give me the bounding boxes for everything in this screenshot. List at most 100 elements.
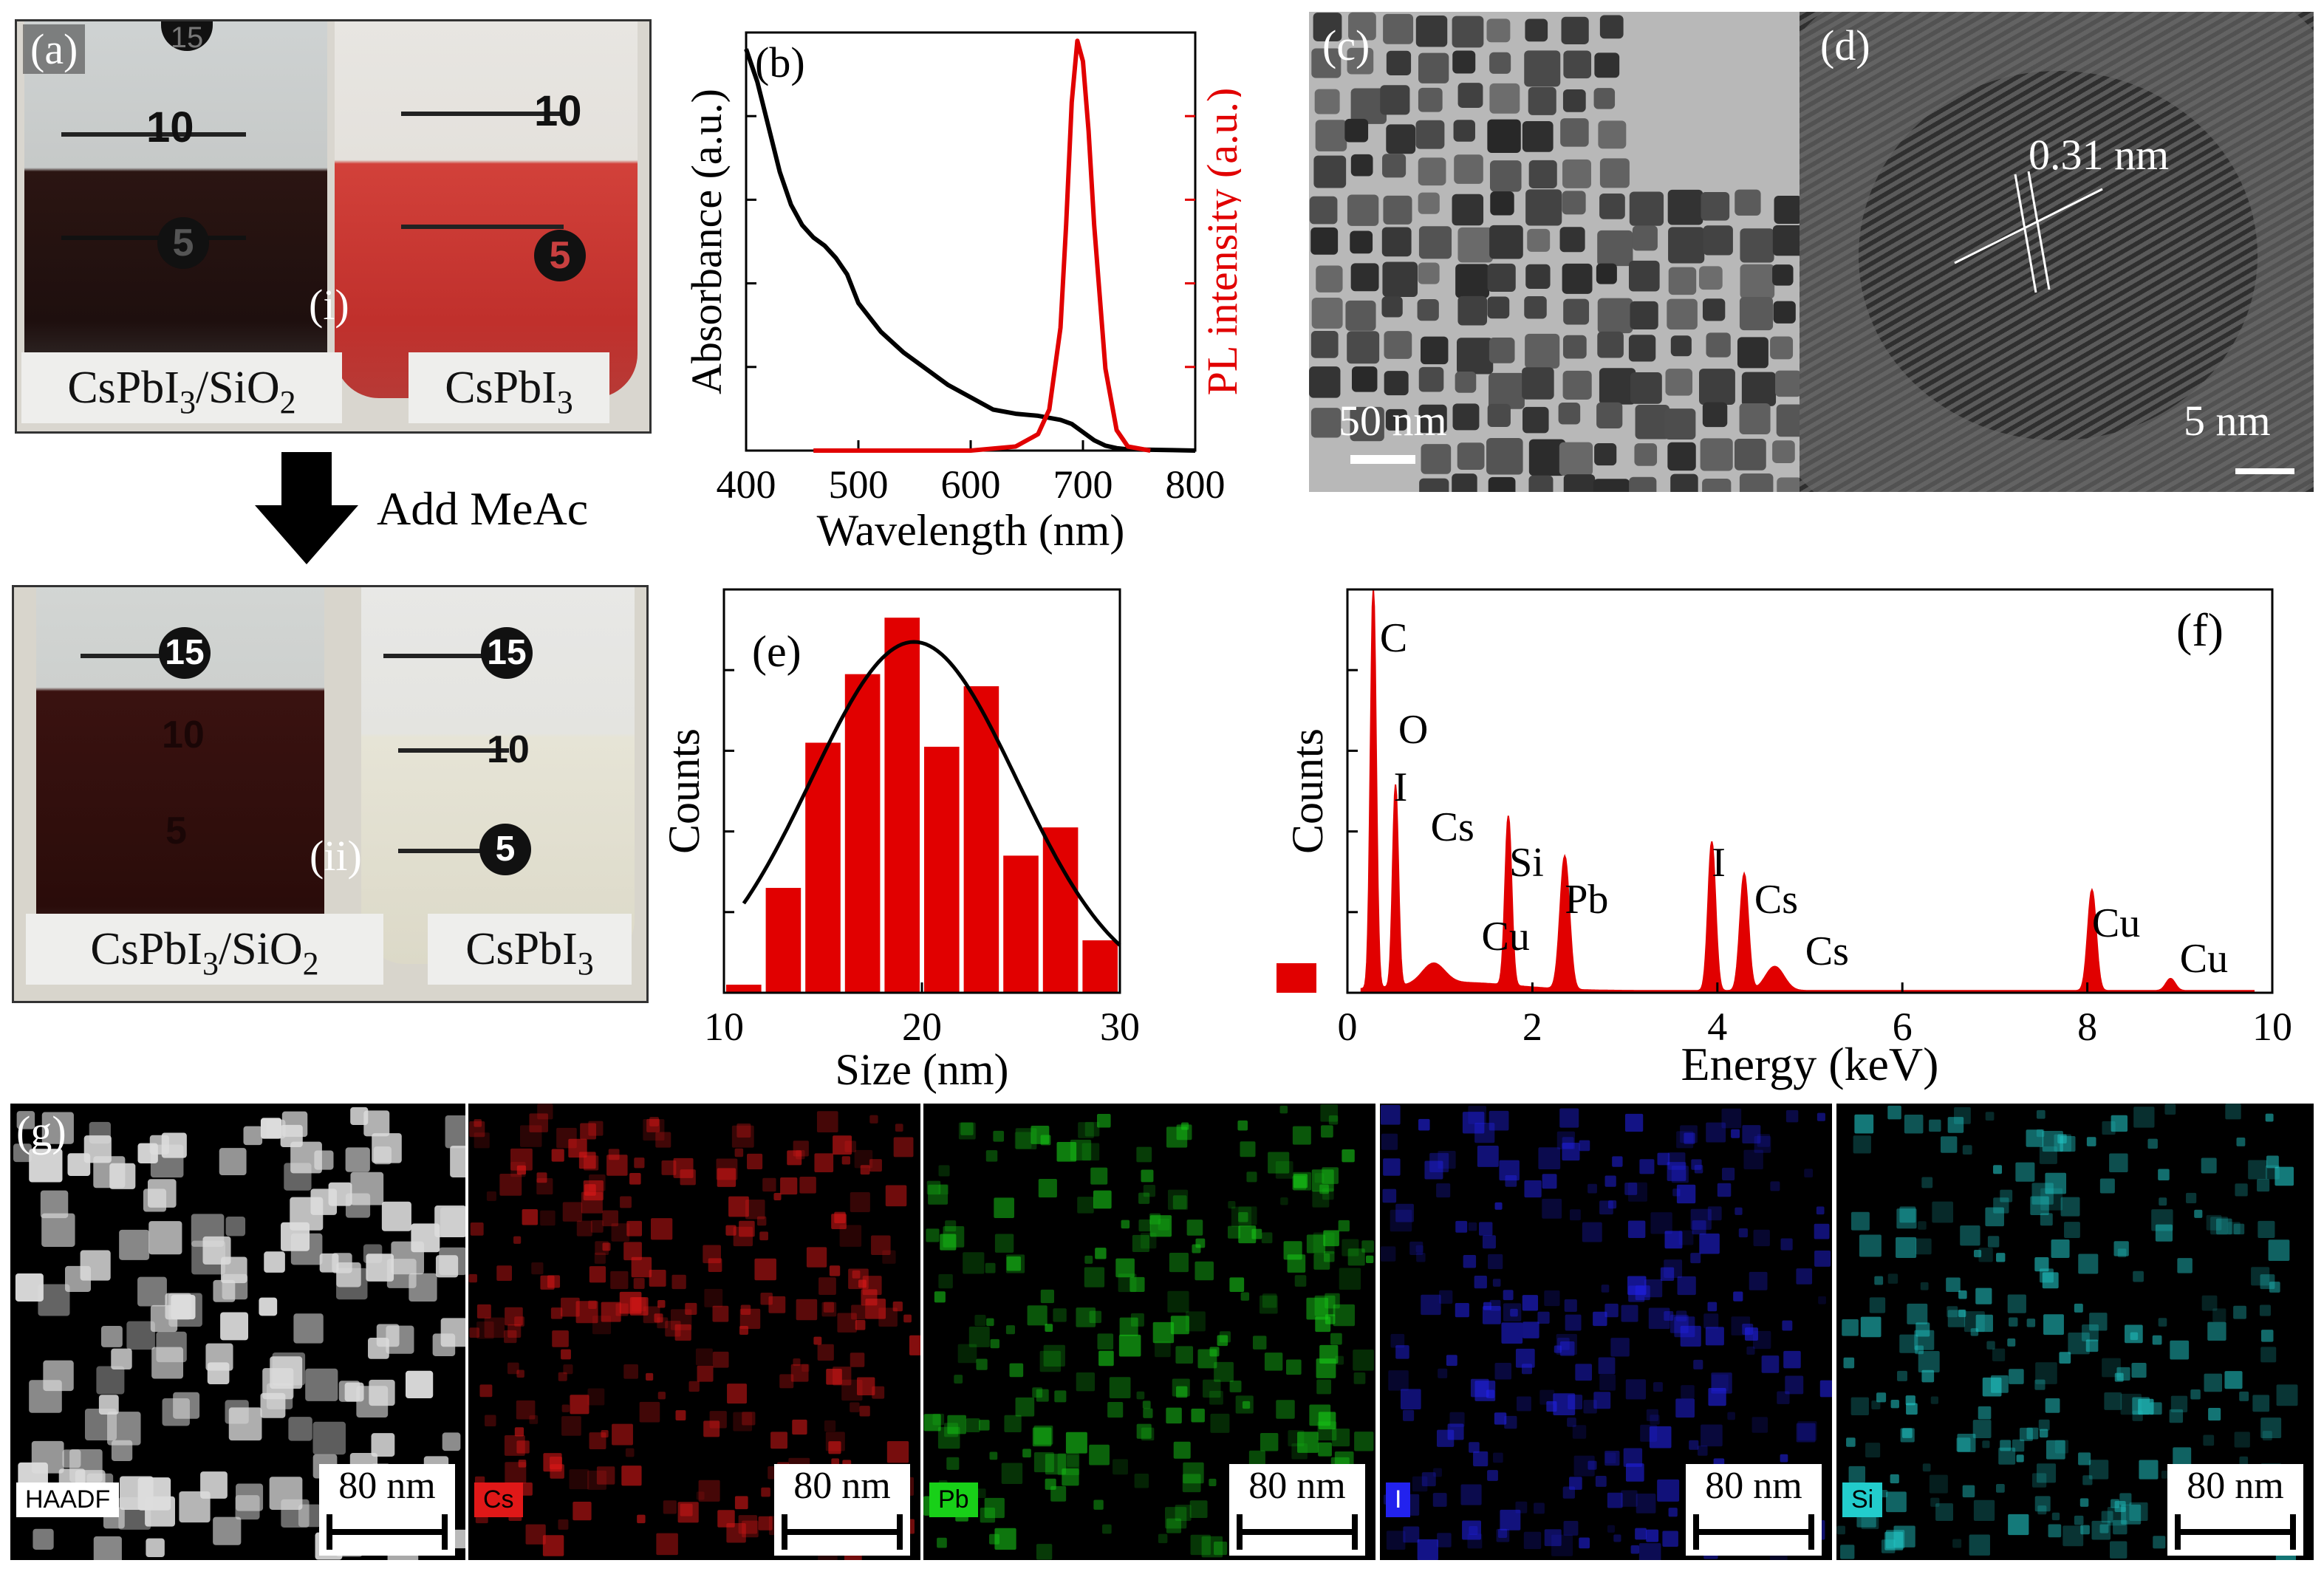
map-dot bbox=[1551, 1534, 1573, 1556]
map-dot bbox=[1757, 1134, 1771, 1147]
nanocube bbox=[1739, 403, 1771, 434]
map-dot bbox=[1093, 1190, 1112, 1209]
map-dot bbox=[1259, 1295, 1278, 1314]
map-dot bbox=[761, 1487, 770, 1497]
map-label: HAADF bbox=[16, 1482, 120, 1517]
y-axis-label: Counts bbox=[1283, 728, 1332, 854]
map-dot bbox=[655, 1132, 671, 1148]
map-dot bbox=[601, 1302, 621, 1322]
map-dot bbox=[2045, 1172, 2067, 1194]
map-dot bbox=[2153, 1536, 2166, 1549]
map-dot bbox=[986, 1318, 994, 1327]
map-dot bbox=[1588, 1183, 1597, 1194]
map-dot bbox=[2265, 1165, 2280, 1180]
map-dot bbox=[1559, 1341, 1575, 1356]
nanocube bbox=[1702, 298, 1726, 321]
histogram-bar bbox=[1082, 940, 1118, 993]
nanocube bbox=[1670, 473, 1698, 492]
map-dot bbox=[1929, 1119, 1941, 1132]
map-dot bbox=[219, 1148, 247, 1175]
map-dot bbox=[1001, 1463, 1023, 1484]
map-dot bbox=[1818, 1296, 1826, 1304]
map-dot bbox=[260, 1392, 286, 1418]
map-dot bbox=[1905, 1395, 1915, 1406]
nanocube bbox=[1415, 120, 1445, 149]
map-dot bbox=[2026, 1129, 2044, 1147]
map-dot bbox=[516, 1440, 530, 1454]
map-dot bbox=[1749, 1271, 1768, 1290]
map-dot bbox=[994, 1197, 1014, 1218]
map-dot bbox=[1311, 1169, 1334, 1192]
map-dot bbox=[1987, 1236, 2000, 1248]
map-dot bbox=[1662, 1531, 1678, 1547]
map-dot bbox=[1884, 1531, 1904, 1550]
map-dot bbox=[1610, 1338, 1630, 1357]
map-dot bbox=[499, 1173, 522, 1196]
map-dot bbox=[1354, 1432, 1374, 1451]
map-dot bbox=[946, 1457, 960, 1470]
map-dot bbox=[434, 1205, 465, 1238]
map-dot bbox=[1664, 1231, 1683, 1249]
map-dot bbox=[1097, 1333, 1114, 1350]
map-dot bbox=[1860, 1316, 1882, 1338]
map-dot bbox=[1501, 1322, 1523, 1344]
map-dot bbox=[1027, 1305, 1047, 1326]
map-dot bbox=[850, 1352, 865, 1367]
map-dot bbox=[386, 1259, 417, 1288]
map-dot bbox=[40, 1190, 69, 1219]
nanocube bbox=[1773, 301, 1796, 324]
map-dot bbox=[1280, 1197, 1288, 1205]
map-dot bbox=[1915, 1322, 1930, 1337]
nanocube bbox=[1599, 158, 1630, 188]
map-dot bbox=[932, 1413, 945, 1426]
map-dot bbox=[2039, 1268, 2054, 1283]
map-dot bbox=[1036, 1389, 1049, 1402]
map-dot bbox=[1546, 1401, 1557, 1412]
map-dot bbox=[1708, 1387, 1726, 1406]
map-dot bbox=[1537, 1311, 1550, 1324]
map-dot bbox=[742, 1520, 759, 1538]
map-dot bbox=[2133, 1107, 2155, 1128]
map-dot bbox=[1621, 1304, 1638, 1322]
nanocube bbox=[1560, 118, 1589, 147]
map-dot bbox=[717, 1168, 736, 1187]
map-dot bbox=[1040, 1135, 1051, 1146]
map-dot bbox=[799, 1177, 816, 1194]
map-dot bbox=[1982, 1377, 2002, 1397]
map-dot bbox=[2043, 1314, 2064, 1336]
map-dot bbox=[862, 1276, 882, 1296]
map-dot bbox=[2109, 1153, 2128, 1172]
map-dot bbox=[1201, 1536, 1223, 1558]
map-dot bbox=[848, 1268, 869, 1290]
map-dot bbox=[984, 1497, 1005, 1519]
size-histogram: 10 20 30 Size (nm) Counts (e) bbox=[660, 588, 1140, 1094]
map-dot bbox=[980, 1507, 996, 1523]
map-dot bbox=[1136, 1391, 1145, 1400]
scale-tick bbox=[1808, 1514, 1814, 1550]
map-dot bbox=[1705, 1327, 1724, 1346]
map-dot bbox=[2275, 1166, 2294, 1186]
map-dot bbox=[2051, 1512, 2060, 1521]
graduation-number: 5 bbox=[165, 810, 187, 852]
nanocube bbox=[1347, 331, 1380, 364]
map-dot bbox=[1152, 1321, 1175, 1344]
map-dot bbox=[2269, 1282, 2280, 1293]
map-dot bbox=[1684, 1132, 1695, 1144]
map-label: Si bbox=[1842, 1482, 1883, 1517]
map-dot bbox=[1312, 1190, 1330, 1208]
nanocube bbox=[1630, 372, 1662, 404]
map-dot bbox=[1969, 1534, 1990, 1556]
map-dot bbox=[2125, 1324, 2143, 1344]
map-dot bbox=[536, 1172, 547, 1183]
map-dot bbox=[1325, 1293, 1340, 1309]
x-tick-label: 8 bbox=[2077, 1005, 2097, 1049]
map-dot bbox=[148, 1221, 182, 1255]
map-dot bbox=[1544, 1529, 1562, 1547]
map-dot bbox=[1998, 1447, 2016, 1465]
map-dot bbox=[107, 1412, 141, 1446]
map-dot bbox=[1814, 1250, 1831, 1267]
map-dot bbox=[442, 1432, 461, 1451]
map-dot bbox=[581, 1191, 603, 1214]
map-dot bbox=[856, 1377, 875, 1395]
nanocube bbox=[1700, 438, 1733, 471]
